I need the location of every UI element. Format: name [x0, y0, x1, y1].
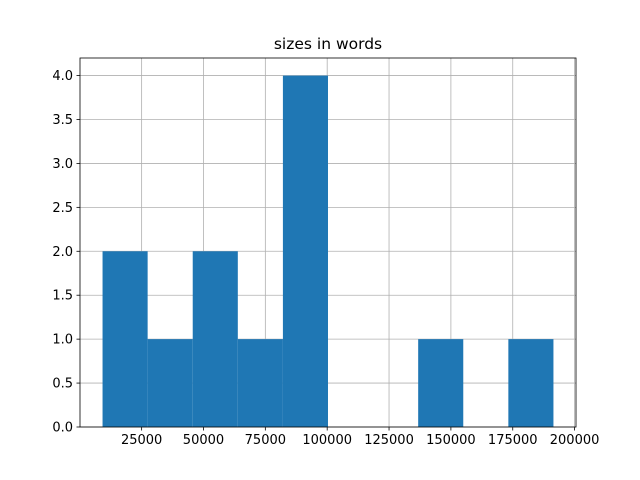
x-tick-label: 125000	[364, 433, 414, 448]
x-tick-label: 150000	[426, 433, 476, 448]
y-tick-label: 2.0	[52, 245, 73, 260]
x-tick-label: 50000	[183, 433, 224, 448]
y-tick-label: 3.5	[52, 113, 73, 128]
y-tick-label: 3.0	[52, 157, 73, 172]
y-tick-label: 1.0	[52, 333, 73, 348]
y-tick-label: 0.5	[52, 377, 73, 392]
x-tick-label: 175000	[488, 433, 538, 448]
plot-frame	[79, 57, 577, 428]
y-tick-label: 2.5	[52, 201, 73, 216]
bar	[418, 339, 464, 427]
bar	[237, 339, 283, 427]
bar	[508, 339, 554, 427]
bar	[102, 251, 148, 427]
bar	[147, 339, 193, 427]
x-tick-label: 100000	[302, 433, 352, 448]
y-tick-label: 1.5	[52, 289, 73, 304]
y-tick-label: 4.0	[52, 69, 73, 84]
bar	[282, 75, 328, 428]
x-tick-label: 25000	[121, 433, 162, 448]
chart-title: sizes in words	[274, 35, 382, 53]
x-tick-label: 200000	[550, 433, 600, 448]
bar	[192, 251, 238, 427]
y-tick-label: 0.0	[52, 421, 73, 436]
x-tick-label: 75000	[245, 433, 286, 448]
